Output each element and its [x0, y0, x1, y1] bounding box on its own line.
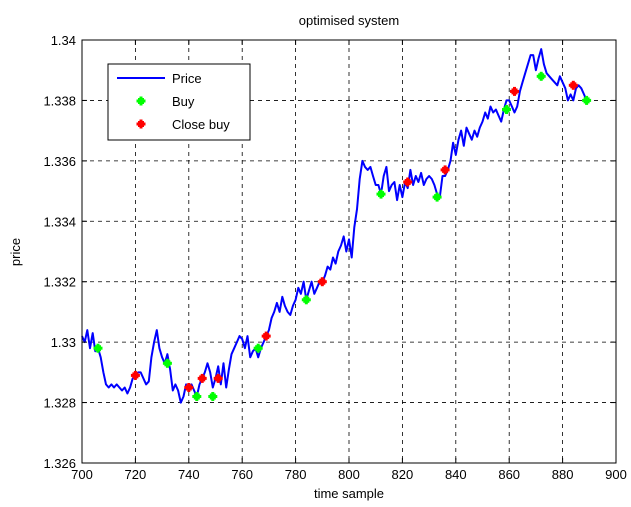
- close-buy-marker: [568, 80, 578, 90]
- buy-marker: [432, 192, 442, 202]
- y-tick-label: 1.326: [43, 456, 76, 471]
- x-tick-label: 720: [125, 467, 147, 482]
- y-tick-label: 1.338: [43, 93, 76, 108]
- legend-close-buy-swatch: [136, 119, 146, 129]
- legend-price-label: Price: [172, 71, 202, 86]
- buy-marker: [253, 343, 263, 353]
- legend-buy-swatch: [136, 96, 146, 106]
- close-buy-marker: [213, 373, 223, 383]
- buy-marker: [582, 95, 592, 105]
- close-buy-marker: [510, 86, 519, 96]
- buy-marker: [93, 343, 103, 353]
- x-tick-label: 740: [178, 467, 200, 482]
- x-tick-label: 800: [338, 467, 360, 482]
- y-tick-label: 1.33: [51, 335, 76, 350]
- buy-marker: [536, 71, 546, 81]
- buy-marker: [208, 392, 218, 401]
- close-buy-marker: [130, 370, 140, 380]
- buy-marker: [301, 295, 311, 305]
- x-tick-label: 700: [71, 467, 93, 482]
- close-buy-marker: [184, 383, 194, 392]
- legend-box: [107, 63, 251, 141]
- x-tick-label: 820: [392, 467, 414, 482]
- x-tick-label: 780: [285, 467, 307, 482]
- ticks: 700 720 740 760 780 800 820 840 860 880 900 1.326 1.…: [43, 33, 626, 482]
- close-buy-marker: [317, 277, 327, 287]
- close-buy-marker: [403, 177, 413, 187]
- buy-marker: [162, 358, 172, 368]
- legend: Price Buy Close buy: [107, 63, 251, 141]
- buy-marker: [502, 105, 511, 114]
- x-tick-label: 840: [445, 467, 467, 482]
- series-layer: [81, 48, 592, 404]
- buy-marker: [376, 189, 386, 199]
- x-tick-label: 900: [605, 467, 627, 482]
- price-line: [81, 48, 588, 404]
- buy-marker: [192, 392, 202, 401]
- x-tick-label: 880: [552, 467, 574, 482]
- close-buy-marker: [440, 165, 450, 175]
- x-tick-label: 860: [498, 467, 520, 482]
- x-axis-title: time sample: [314, 486, 384, 501]
- close-buy-marker: [261, 331, 271, 341]
- y-tick-label: 1.336: [43, 154, 76, 169]
- y-tick-label: 1.34: [51, 33, 76, 48]
- y-axis-title: price: [8, 238, 23, 266]
- y-tick-label: 1.328: [43, 396, 76, 411]
- grid: [82, 40, 616, 463]
- y-tick-label: 1.334: [43, 214, 76, 229]
- legend-close-buy-label: Close buy: [172, 117, 230, 132]
- x-tick-label: 760: [231, 467, 253, 482]
- close-buy-marker: [197, 373, 207, 383]
- chart-title: optimised system: [299, 13, 399, 28]
- y-tick-label: 1.332: [43, 275, 76, 290]
- legend-buy-label: Buy: [172, 94, 195, 109]
